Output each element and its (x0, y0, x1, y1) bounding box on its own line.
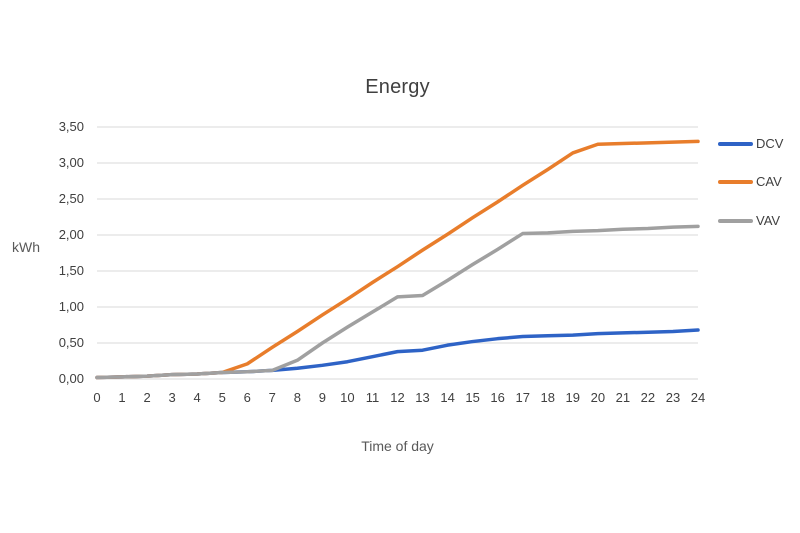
x-tick-label: 5 (218, 390, 226, 405)
series-line-cav (95, 139, 700, 380)
y-tick-label: 2,50 (58, 191, 84, 206)
y-tick-label: 1,50 (58, 263, 84, 278)
x-tick-label: 16 (490, 390, 505, 405)
x-tick-label: 24 (690, 390, 706, 405)
legend-label-cav: CAV (756, 174, 782, 189)
x-tick-label: 20 (590, 390, 606, 405)
x-tick-label: 6 (243, 390, 251, 405)
x-tick-label: 9 (318, 390, 326, 405)
series-line-vav (95, 224, 700, 380)
y-tick-label: 3,50 (58, 119, 84, 134)
y-tick-label: 0,00 (58, 371, 84, 386)
legend-item-vav: VAV (718, 213, 780, 228)
x-axis-title: Time of day (361, 438, 434, 454)
legend-swatch-dcv (718, 141, 753, 146)
legend-item-cav: CAV (718, 174, 782, 189)
y-tick-label: 1,00 (58, 299, 84, 314)
x-tick-label: 10 (340, 390, 355, 405)
chart-title: Energy (365, 76, 430, 98)
x-tick-label: 0 (93, 390, 101, 405)
x-tick-label: 14 (440, 390, 455, 405)
x-tick-label: 4 (193, 390, 201, 405)
x-tick-label: 12 (390, 390, 405, 405)
x-tick-label: 19 (565, 390, 581, 405)
x-tick-label: 18 (540, 390, 555, 405)
series-line-dcv (95, 328, 700, 380)
x-tick-label: 15 (465, 390, 480, 405)
x-tick-label: 22 (640, 390, 656, 405)
legend-swatch-cav (718, 179, 753, 184)
x-tick-label: 21 (615, 390, 631, 405)
x-tick-label: 11 (365, 390, 380, 405)
y-tick-label: 0,50 (58, 335, 84, 350)
y-tick-label: 2,00 (58, 227, 84, 242)
y-tick-label: 3,00 (58, 155, 84, 170)
x-tick-label: 3 (168, 390, 176, 405)
x-tick-label: 17 (515, 390, 530, 405)
x-tick-label: 2 (143, 390, 151, 405)
x-tick-label: 23 (665, 390, 681, 405)
x-tick-label: 7 (268, 390, 276, 405)
y-axis-title: kWh (12, 239, 40, 255)
legend-label-vav: VAV (756, 213, 781, 228)
x-tick-label: 1 (118, 390, 126, 405)
x-tick-label: 8 (293, 390, 301, 405)
x-tick-label: 13 (415, 390, 430, 405)
legend-label-dcv: DCV (756, 136, 784, 151)
legend-item-dcv: DCV (718, 136, 783, 151)
legend-swatch-vav (718, 218, 753, 223)
